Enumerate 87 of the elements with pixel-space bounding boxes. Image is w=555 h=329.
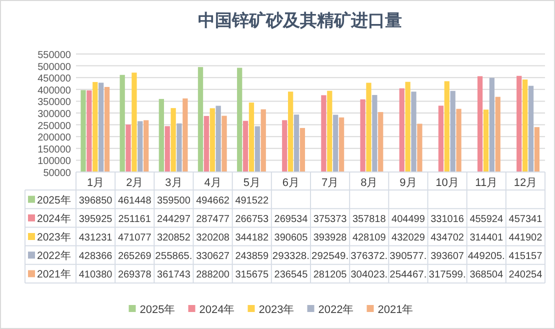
data-label: 243859 xyxy=(235,251,269,262)
legend-item: 2021年 xyxy=(366,304,414,316)
x-tick-label: 4月 xyxy=(204,177,222,189)
data-label: 404499 xyxy=(392,214,426,225)
data-label: 491522 xyxy=(235,195,269,206)
x-tick-label: 5月 xyxy=(243,177,260,189)
data-label: 320208 xyxy=(196,232,230,244)
x-tick-label: 12月 xyxy=(514,177,538,189)
y-tick-label: 50000 xyxy=(43,168,72,179)
data-label: 368504 xyxy=(470,270,504,281)
legend-item: 2025年 xyxy=(128,304,176,316)
chart-title: 中国锌矿砂及其精矿进口量 xyxy=(198,11,402,30)
data-label: 434702 xyxy=(430,232,464,244)
data-label: 393607 xyxy=(430,251,464,262)
data-label: 254467. xyxy=(390,270,427,281)
data-label: 441902 xyxy=(508,232,543,244)
data-label: 393928 xyxy=(313,232,348,244)
y-tick-label: 350000 xyxy=(38,97,72,108)
data-label: 361743 xyxy=(157,270,191,281)
data-label: 240254 xyxy=(508,270,543,281)
data-label: 457341 xyxy=(508,214,543,225)
data-label: 236545 xyxy=(274,270,308,281)
data-label: 344182 xyxy=(235,232,269,244)
data-label: 494662 xyxy=(196,195,230,206)
y-tick-label: 150000 xyxy=(38,144,72,156)
data-label: 375373 xyxy=(313,214,348,225)
data-label: 471077 xyxy=(118,232,152,244)
y-tick-label: 250000 xyxy=(38,120,72,132)
data-label: 269378 xyxy=(118,270,152,281)
x-tick-label: 3月 xyxy=(165,177,182,189)
data-label: 288200 xyxy=(196,270,230,281)
x-tick-label: 10月 xyxy=(436,177,459,189)
data-label: 415157 xyxy=(508,251,543,262)
y-tick-label: 550000 xyxy=(38,50,72,61)
data-label: 331016 xyxy=(430,214,464,225)
data-label: 357818 xyxy=(352,214,386,225)
data-label: 428109 xyxy=(352,232,386,244)
data-label: 315675 xyxy=(235,270,269,281)
x-tick-label: 9月 xyxy=(400,177,417,189)
data-label: 281205 xyxy=(313,270,348,281)
y-tick-label: 200000 xyxy=(38,132,72,144)
data-label: 317599. xyxy=(428,270,466,281)
x-tick-label: 11月 xyxy=(475,177,498,189)
legend-label: 2023年 xyxy=(37,232,72,244)
data-label: 266753 xyxy=(235,214,269,225)
data-label: 265269 xyxy=(118,251,152,262)
x-tick-label: 7月 xyxy=(321,177,339,189)
data-label: 431231 xyxy=(78,232,113,244)
data-label: 320852 xyxy=(157,232,191,244)
y-tick-label: 300000 xyxy=(38,109,72,120)
data-label: 396850 xyxy=(78,195,113,206)
legend-label: 2021年 xyxy=(37,268,72,281)
legend-item: 2024年 xyxy=(188,304,235,316)
x-tick-label: 2月 xyxy=(126,177,144,189)
data-label: 251161 xyxy=(118,214,152,225)
y-tick-label: 500000 xyxy=(38,62,72,73)
legend-label: 2024年 xyxy=(37,212,72,225)
data-label: 461448 xyxy=(118,195,152,206)
data-label: 449205. xyxy=(468,251,505,262)
data-label: 330627 xyxy=(196,251,230,262)
data-label: 269534 xyxy=(274,214,308,225)
data-label: 376372. xyxy=(350,251,388,262)
legend-label: 2022年 xyxy=(37,250,72,262)
y-tick-label: 450000 xyxy=(38,74,72,85)
legend-item: 2023年 xyxy=(248,304,294,316)
data-label: 428366 xyxy=(78,251,113,262)
data-label: 455924 xyxy=(470,214,504,225)
data-label: 395925 xyxy=(78,214,113,225)
data-label: 359500 xyxy=(157,195,191,206)
y-tick-label: 100000 xyxy=(38,156,72,168)
data-label: 432029 xyxy=(392,232,426,244)
data-label: 304023. xyxy=(350,270,388,281)
data-label: 390577. xyxy=(390,251,427,262)
x-tick-label: 8月 xyxy=(360,177,378,189)
data-label: 292549. xyxy=(312,251,349,262)
data-label: 287477 xyxy=(196,214,230,225)
y-tick-label: 400000 xyxy=(38,85,72,96)
data-label: 255865. xyxy=(155,251,192,262)
data-label: 244297 xyxy=(157,214,191,225)
data-label: 314401 xyxy=(470,232,504,244)
data-label: 410380 xyxy=(78,270,113,281)
legend-item: 2022年 xyxy=(307,304,354,316)
data-label: 293328. xyxy=(272,251,310,262)
x-tick-label: 1月 xyxy=(86,177,104,189)
legend-label: 2025年 xyxy=(37,194,72,206)
data-label: 390605 xyxy=(274,232,308,244)
x-tick-label: 6月 xyxy=(282,177,300,189)
